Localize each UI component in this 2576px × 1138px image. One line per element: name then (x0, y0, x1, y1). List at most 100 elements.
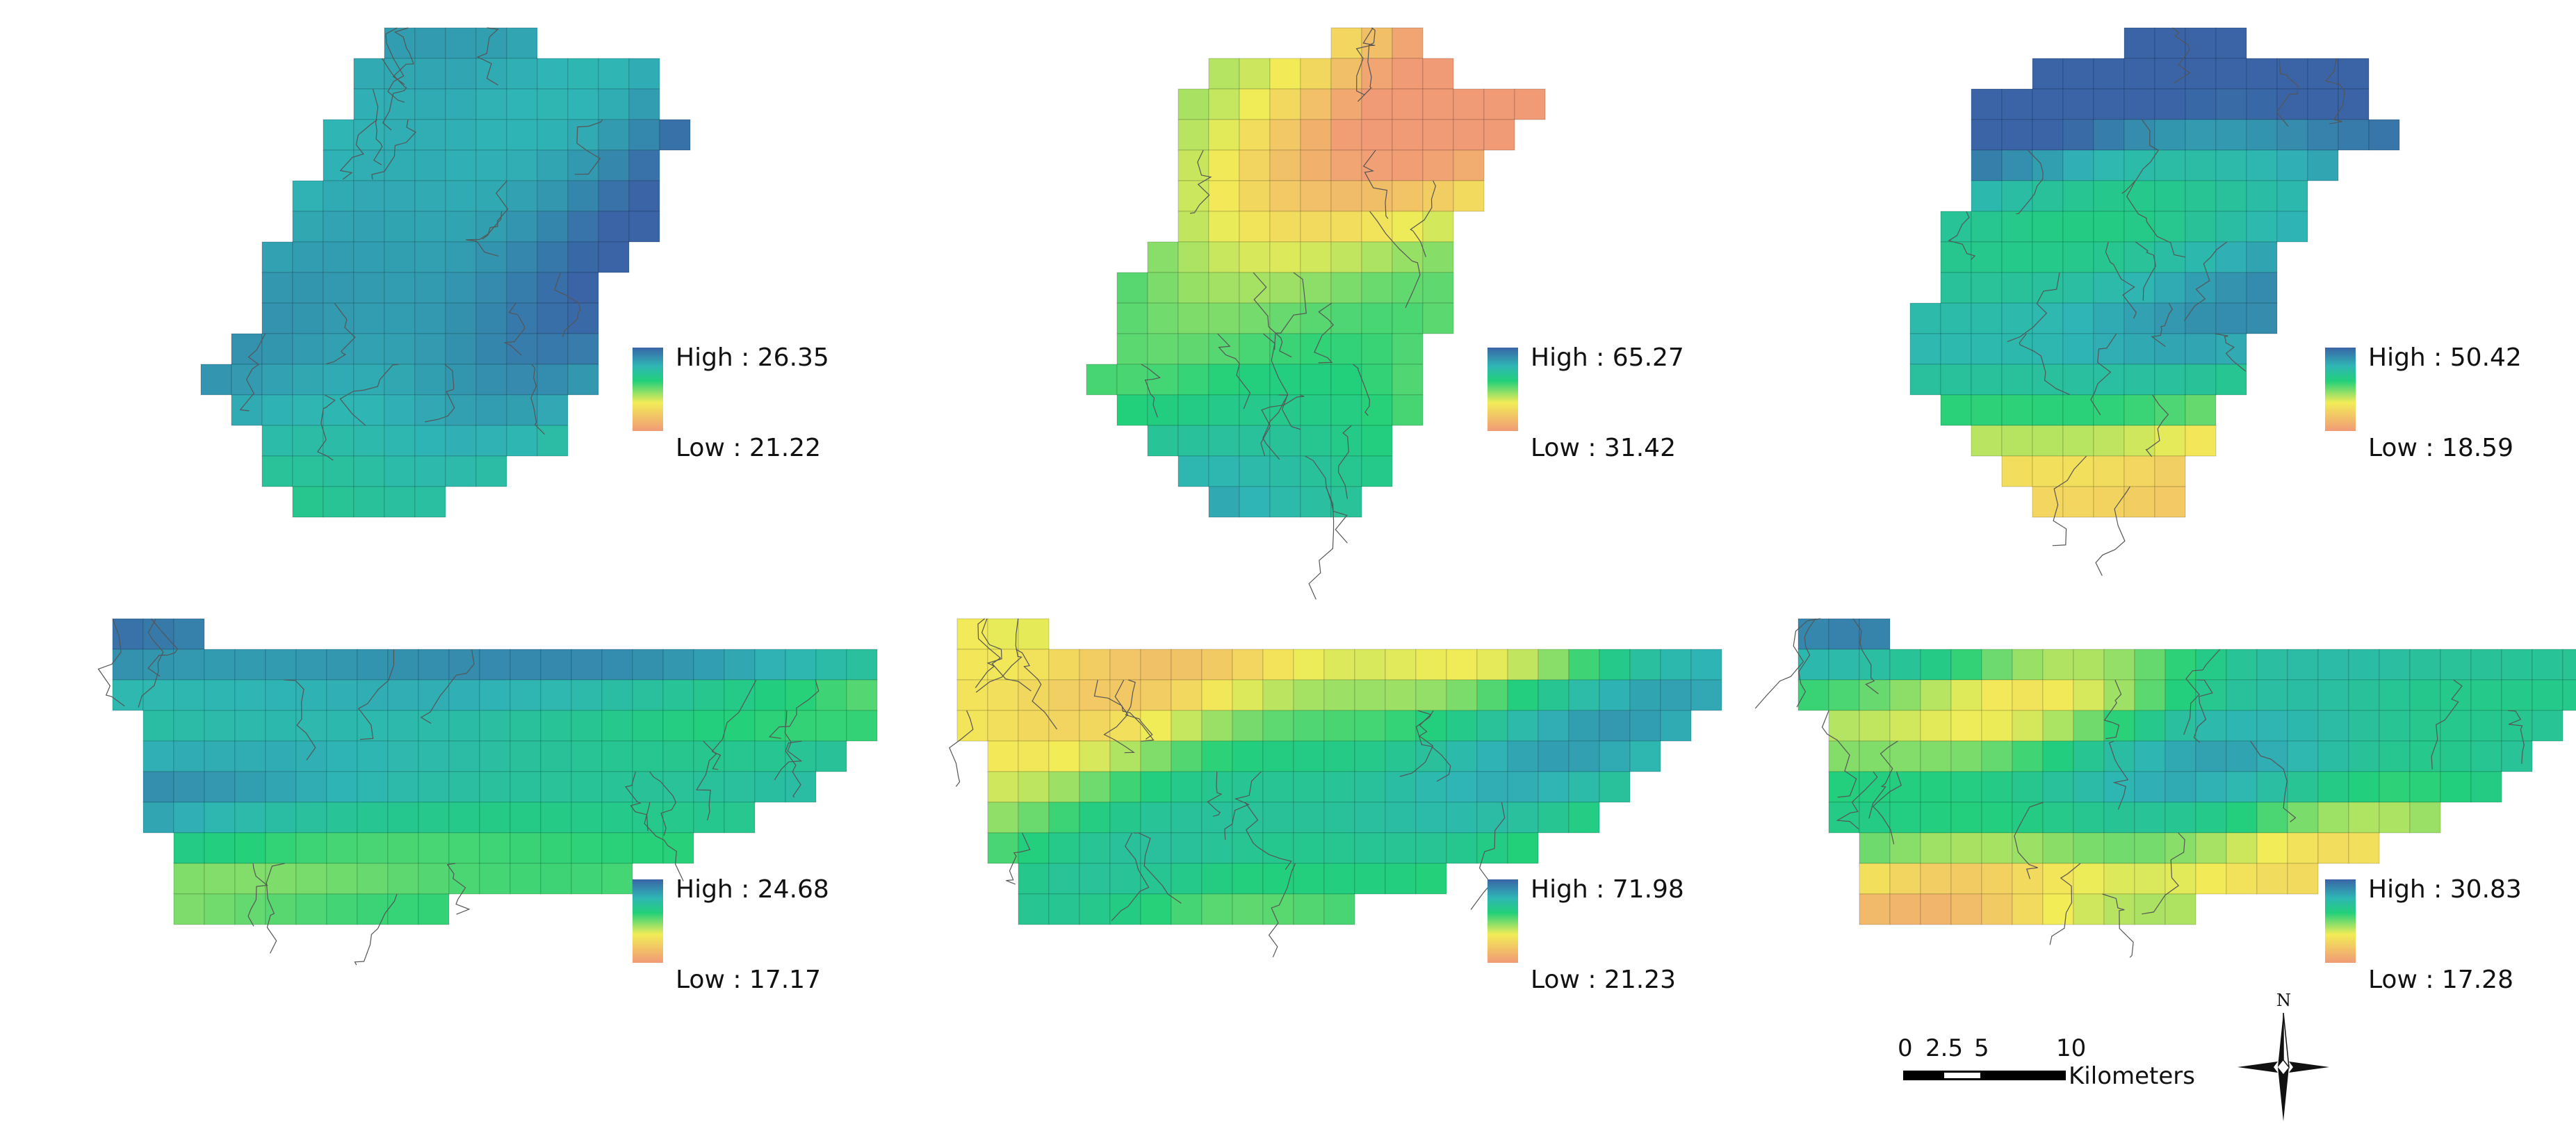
grid-cell (2073, 771, 2105, 803)
grid-cell (2001, 272, 2033, 304)
grid-cell (2154, 333, 2186, 365)
grid-cell (567, 58, 599, 90)
grid-cell (567, 364, 599, 396)
grid-cell (1392, 302, 1424, 334)
legend-color-ramp (1487, 348, 1518, 431)
grid-cell (2042, 893, 2074, 925)
grid-cell (1483, 119, 1515, 151)
grid-cell (1018, 893, 1050, 925)
grid-cell (2062, 58, 2094, 90)
grid-cell (2287, 863, 2319, 895)
grid-cell (2165, 710, 2196, 742)
grid-cell (418, 863, 450, 895)
grid-cell (1018, 802, 1050, 834)
grid-cell (414, 88, 446, 120)
grid-cell (2185, 333, 2217, 365)
grid-cell (1361, 455, 1393, 487)
grid-cell (1116, 302, 1148, 334)
sub-basin-boundary (2108, 740, 2129, 810)
grid-cell (418, 740, 450, 772)
grid-cell (1415, 863, 1447, 895)
grid-cell (1361, 241, 1393, 273)
sub-basin-boundary (2102, 893, 2134, 958)
grid-cell (2215, 302, 2247, 334)
grid-cell (353, 58, 385, 90)
grid-cell (2123, 455, 2155, 487)
grid-cell (662, 832, 694, 864)
grid-cell (1262, 802, 1294, 834)
grid-cell (2154, 211, 2186, 243)
legend-low-label: Low : 21.23 (1531, 966, 1676, 994)
grid-cell (142, 710, 174, 742)
grid-cell (292, 272, 324, 304)
grid-cell (475, 272, 507, 304)
grid-cell (1262, 740, 1294, 772)
grid-cell (2195, 649, 2227, 681)
grid-cell (1239, 333, 1271, 365)
grid-cell (2185, 58, 2217, 90)
grid-cell (632, 710, 664, 742)
grid-cell (1330, 27, 1362, 59)
grid-cell (323, 119, 354, 151)
grid-cell (2123, 302, 2155, 334)
grid-cell (2226, 802, 2258, 834)
grid-cell (1415, 740, 1447, 772)
grid-cell (2154, 180, 2186, 212)
grid-cell (2195, 863, 2227, 895)
grid-cell (295, 802, 327, 834)
grid-cell (1171, 771, 1203, 803)
grid-cell (506, 119, 538, 151)
sub-basin-boundary (1353, 364, 1371, 416)
grid-cell (1920, 802, 1952, 834)
grid-cell (1599, 771, 1631, 803)
grid-cell (448, 740, 480, 772)
sub-basin-boundary (1268, 863, 1296, 958)
sub-basin-boundary (339, 364, 400, 426)
grid-cell (1177, 211, 1209, 243)
grid-cell (1330, 455, 1362, 487)
grid-cell (387, 771, 419, 803)
grid-cell (1476, 740, 1508, 772)
grid-cell (1109, 740, 1141, 772)
grid-cell (326, 832, 358, 864)
grid-cell (414, 486, 446, 518)
grid-cell (448, 771, 480, 803)
grid-cell (1422, 149, 1454, 181)
grid-cell (1300, 241, 1332, 273)
grid-cell (2379, 802, 2411, 834)
grid-cell (2103, 771, 2135, 803)
sub-basin-boundary (2126, 180, 2185, 258)
grid-cell (2165, 802, 2196, 834)
grid-cell (261, 394, 293, 426)
grid-cell (384, 180, 416, 212)
grid-cell (1269, 486, 1301, 518)
grid-cell (2256, 832, 2288, 864)
grid-cell (1269, 119, 1301, 151)
legend-color-ramp (1487, 879, 1518, 963)
grid-cell (414, 364, 446, 396)
grid-cell (1208, 486, 1240, 518)
sub-basin-boundary (2014, 802, 2044, 879)
grid-cell (353, 88, 385, 120)
grid-cell (1201, 710, 1233, 742)
grid-cell (2062, 455, 2094, 487)
sub-basin-boundary (138, 618, 164, 708)
grid-cell (1385, 863, 1417, 895)
grid-cell (1920, 740, 1952, 772)
grid-cell (1171, 710, 1203, 742)
grid-cell (506, 211, 538, 243)
sub-basin-boundary (2151, 302, 2174, 347)
grid-cell (598, 88, 630, 120)
sub-basin-boundary (2019, 333, 2070, 396)
sub-basin-boundary (1263, 333, 1301, 430)
grid-cell (295, 710, 327, 742)
sub-basin-boundary (1111, 832, 1150, 921)
grid-cell (1690, 649, 1722, 681)
grid-cell (387, 649, 419, 681)
grid-cell (1507, 710, 1539, 742)
grid-cell (2287, 679, 2319, 711)
grid-cell (1300, 119, 1332, 151)
grid-cell (261, 364, 293, 396)
grid-cell (628, 88, 660, 120)
grid-cell (1018, 740, 1050, 772)
